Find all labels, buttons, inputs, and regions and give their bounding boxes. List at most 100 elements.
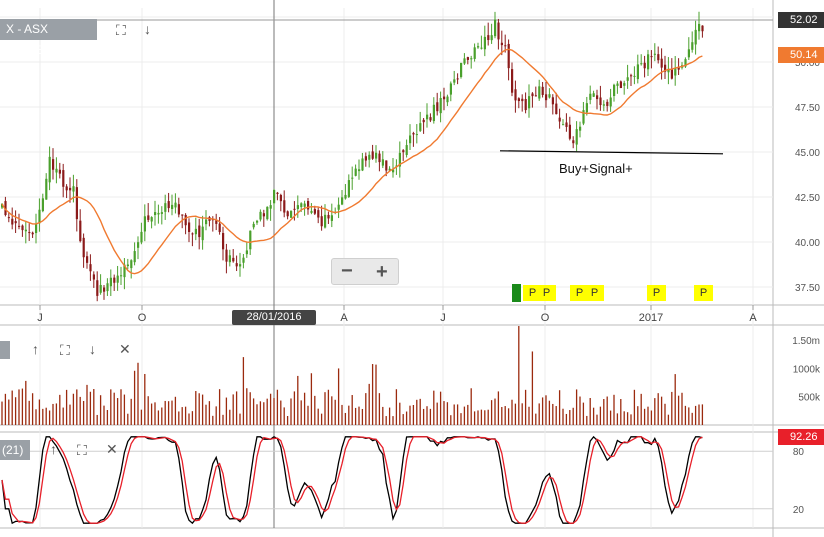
candle-body [279,194,282,202]
signal-marker-p[interactable]: P [570,285,589,301]
candle-body [664,64,667,72]
volume-panel-tag[interactable] [0,341,10,359]
candle-body [589,93,592,100]
signal-marker-green [512,284,521,302]
candle-body [174,202,177,208]
candle-body [388,168,391,171]
close-icon[interactable]: ✕ [106,441,118,457]
candle-body [497,22,500,40]
last-price-badge: 52.02 [778,12,824,28]
signal-marker-p[interactable]: P [537,285,556,301]
indicator-label[interactable]: (21) [0,440,30,460]
candle-body [273,189,276,204]
candle-body [201,226,204,241]
candle-body [585,103,588,113]
x-tick-label: O [138,312,147,324]
candle-body [82,237,85,258]
candle-body [545,94,548,101]
candle-body [191,233,194,235]
x-tick-label: O [541,312,550,324]
arrow-up-icon[interactable]: ↑ [32,341,39,357]
candle-body [419,123,422,131]
candle-body [385,160,388,171]
arrow-down-icon[interactable]: ↓ [89,341,96,357]
price-tick-label: 45.00 [795,148,820,159]
candle-body [4,201,7,216]
candle-body [133,251,136,263]
candle-body [701,25,704,32]
candle-body [647,54,650,70]
candle-body [592,93,595,97]
signal-marker-p[interactable]: P [647,285,666,301]
candle-body [92,274,95,280]
candle-body [310,210,313,213]
candle-body [582,110,585,124]
arrow-down-icon[interactable]: ↓ [144,21,151,37]
x-tick-label: A [340,312,348,324]
candle-body [596,95,599,100]
signal-marker-p[interactable]: P [585,285,604,301]
candle-body [52,159,55,170]
candle-body [504,45,507,47]
candle-body [62,170,65,187]
candle-body [643,62,646,69]
candle-body [572,140,575,144]
candle-body [276,192,279,194]
candle-body [640,63,643,65]
candle-body [109,277,112,287]
signal-marker-p[interactable]: P [694,285,713,301]
candle-body [691,42,694,50]
candle-body [126,264,129,267]
candle-body [7,217,10,219]
x-tick-label: J [440,312,446,324]
candle-body [28,232,31,234]
candle-body [181,214,184,216]
candle-body [667,68,670,73]
candle-body [684,59,687,67]
x-tick-label: J [37,312,43,324]
candle-body [157,212,160,215]
candle-body [218,223,221,233]
volume-tick-label: 1000k [793,364,821,375]
candle-body [55,168,58,173]
candle-body [75,187,78,220]
candle-body [636,64,639,80]
candle-body [453,79,456,83]
candle-body [429,117,432,121]
candle-body [470,58,473,60]
candle-body [626,77,629,81]
arrow-up-icon[interactable]: ↑ [50,441,57,457]
candle-body [96,280,99,296]
candle-body [286,211,289,217]
candle-body [143,216,146,232]
moving-average-line [1,48,703,275]
candle-body [494,19,497,37]
candle-body [633,75,636,77]
candle-body [205,219,208,225]
close-icon[interactable]: ✕ [119,341,131,357]
candle-body [490,35,493,41]
candle-body [460,62,463,78]
candle-body [48,156,51,183]
candle-body [439,98,442,114]
symbol-label[interactable]: X - ASX LIMITED [0,19,97,57]
price-tick-label: 40.00 [795,238,820,249]
candle-body [154,212,157,216]
fullscreen-icon[interactable]: ⛶ [77,442,87,458]
fullscreen-icon[interactable]: ⛶ [60,342,70,358]
candle-body [262,213,265,217]
fullscreen-icon[interactable]: ⛶ [116,22,126,38]
candle-body [249,230,252,250]
candle-body [177,204,180,215]
candle-body [24,229,27,232]
candle-body [602,104,605,106]
candle-body [562,124,565,126]
zoom-out-button[interactable]: − [341,260,353,282]
candle-body [606,101,609,106]
candle-body [541,86,544,95]
zoom-in-button[interactable]: + [376,261,388,283]
candle-body [528,96,531,109]
candle-body [103,287,106,292]
candle-body [259,211,262,220]
